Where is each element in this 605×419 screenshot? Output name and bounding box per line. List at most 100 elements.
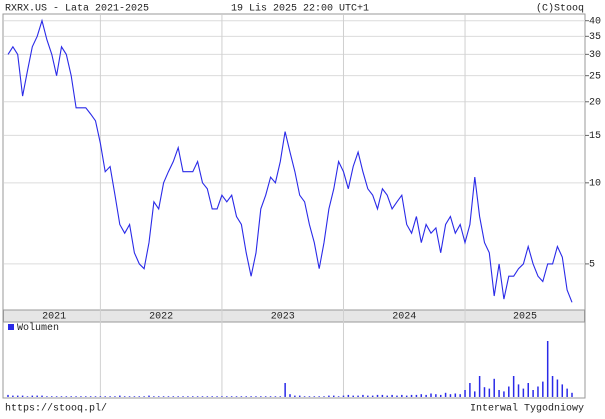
volume-bar [177,396,179,397]
volume-bar [362,394,364,397]
volume-bar [391,394,393,397]
volume-bar [80,396,82,397]
footer-right: Interwal Tygodniowy [470,403,584,415]
volume-bar [284,383,286,397]
x-tick-label: 2025 [513,312,537,323]
volume-bar [498,390,500,397]
volume-bar [303,396,306,397]
volume-bar [522,388,525,397]
volume-bar [474,391,476,397]
volume-bar [235,396,238,397]
x-tick-label: 2023 [271,312,295,323]
volume-bar [123,396,126,397]
volume-bar [192,396,194,397]
volume-bar [196,396,199,397]
volume-bar [459,394,461,397]
volume-bar [367,395,369,397]
volume-bar [401,394,403,397]
volume-bar [148,395,150,397]
volume-bar [99,396,102,397]
volume-bar [381,394,384,397]
volume-bar [556,379,559,397]
volume-bar [546,341,549,397]
volume-bar [566,388,568,397]
volume-bar [328,395,330,397]
legend-swatch [8,324,14,330]
volume-bar [449,394,452,397]
volume-bar [298,395,301,397]
volume-bar [357,395,359,397]
volume-bar [240,396,243,397]
volume-bar [337,396,340,397]
volume-bar [260,396,262,397]
volume-bar [532,390,534,397]
volume-bar [371,395,374,397]
volume-bar [21,395,24,397]
volume-bar [347,394,350,397]
frame [2,13,586,399]
y-tick-label: 10 [589,178,601,189]
volume-bar [201,396,204,397]
price-line [7,18,573,303]
volume-bar [153,396,155,397]
volume-bar [289,394,291,397]
y-tick-label: 35 [589,32,601,43]
volume-bar [308,396,311,397]
volume-bar [75,396,77,397]
volume-bar [36,395,38,397]
volume-bar [493,378,495,397]
volume-bar [318,396,320,397]
volume-bar [12,395,14,397]
volume-bar [478,376,481,397]
volume-bar [226,396,228,397]
legend-label: Wolumen [17,322,59,334]
year-band [3,309,585,323]
volume-bar [167,396,170,397]
volume-bar [439,394,442,397]
volume-bar [386,395,388,397]
volume-bar [162,396,165,397]
volume-bar [527,383,529,397]
volume-bar [221,396,223,397]
volume-bar [216,396,218,397]
footer-left: https://stooq.pl/ [5,403,107,415]
volume-bar [551,376,554,397]
volume-bar [542,381,544,397]
volume-bar [211,396,213,397]
volume-bar [138,396,141,397]
y-tick-label: 40 [589,16,601,27]
volume-bar [512,376,515,397]
volume-bar [70,396,72,397]
volume-bar [435,394,437,397]
volume-bar [172,396,175,397]
volume-bar [109,396,111,397]
y-tick-label: 20 [589,97,601,108]
volume-bar [51,396,53,397]
volume-bar [264,396,267,397]
volume-bar [104,396,106,397]
volume-bar [119,395,121,397]
volume-bar [454,393,457,397]
volume-bar [464,390,466,397]
volume-bar [415,394,418,397]
volume-bar [517,384,520,397]
volume-bar [425,394,427,397]
volume-bar [250,396,252,397]
volume-bar [89,396,92,397]
volume-bar [55,396,58,397]
y-tick-label: 30 [589,50,601,61]
volume-bar [187,396,189,397]
volume-bar [274,396,277,397]
volume-bar [41,395,43,397]
volume-bar [16,395,19,397]
volume-bar [245,396,247,397]
volume-bar [65,396,68,397]
volume-bar [537,386,539,397]
y-tick-label: 15 [589,131,601,142]
volume-bar [133,396,136,397]
volume-bar [46,396,48,397]
volume-bar [128,396,131,397]
volume-bar [483,387,486,397]
volume-bar [60,396,63,397]
